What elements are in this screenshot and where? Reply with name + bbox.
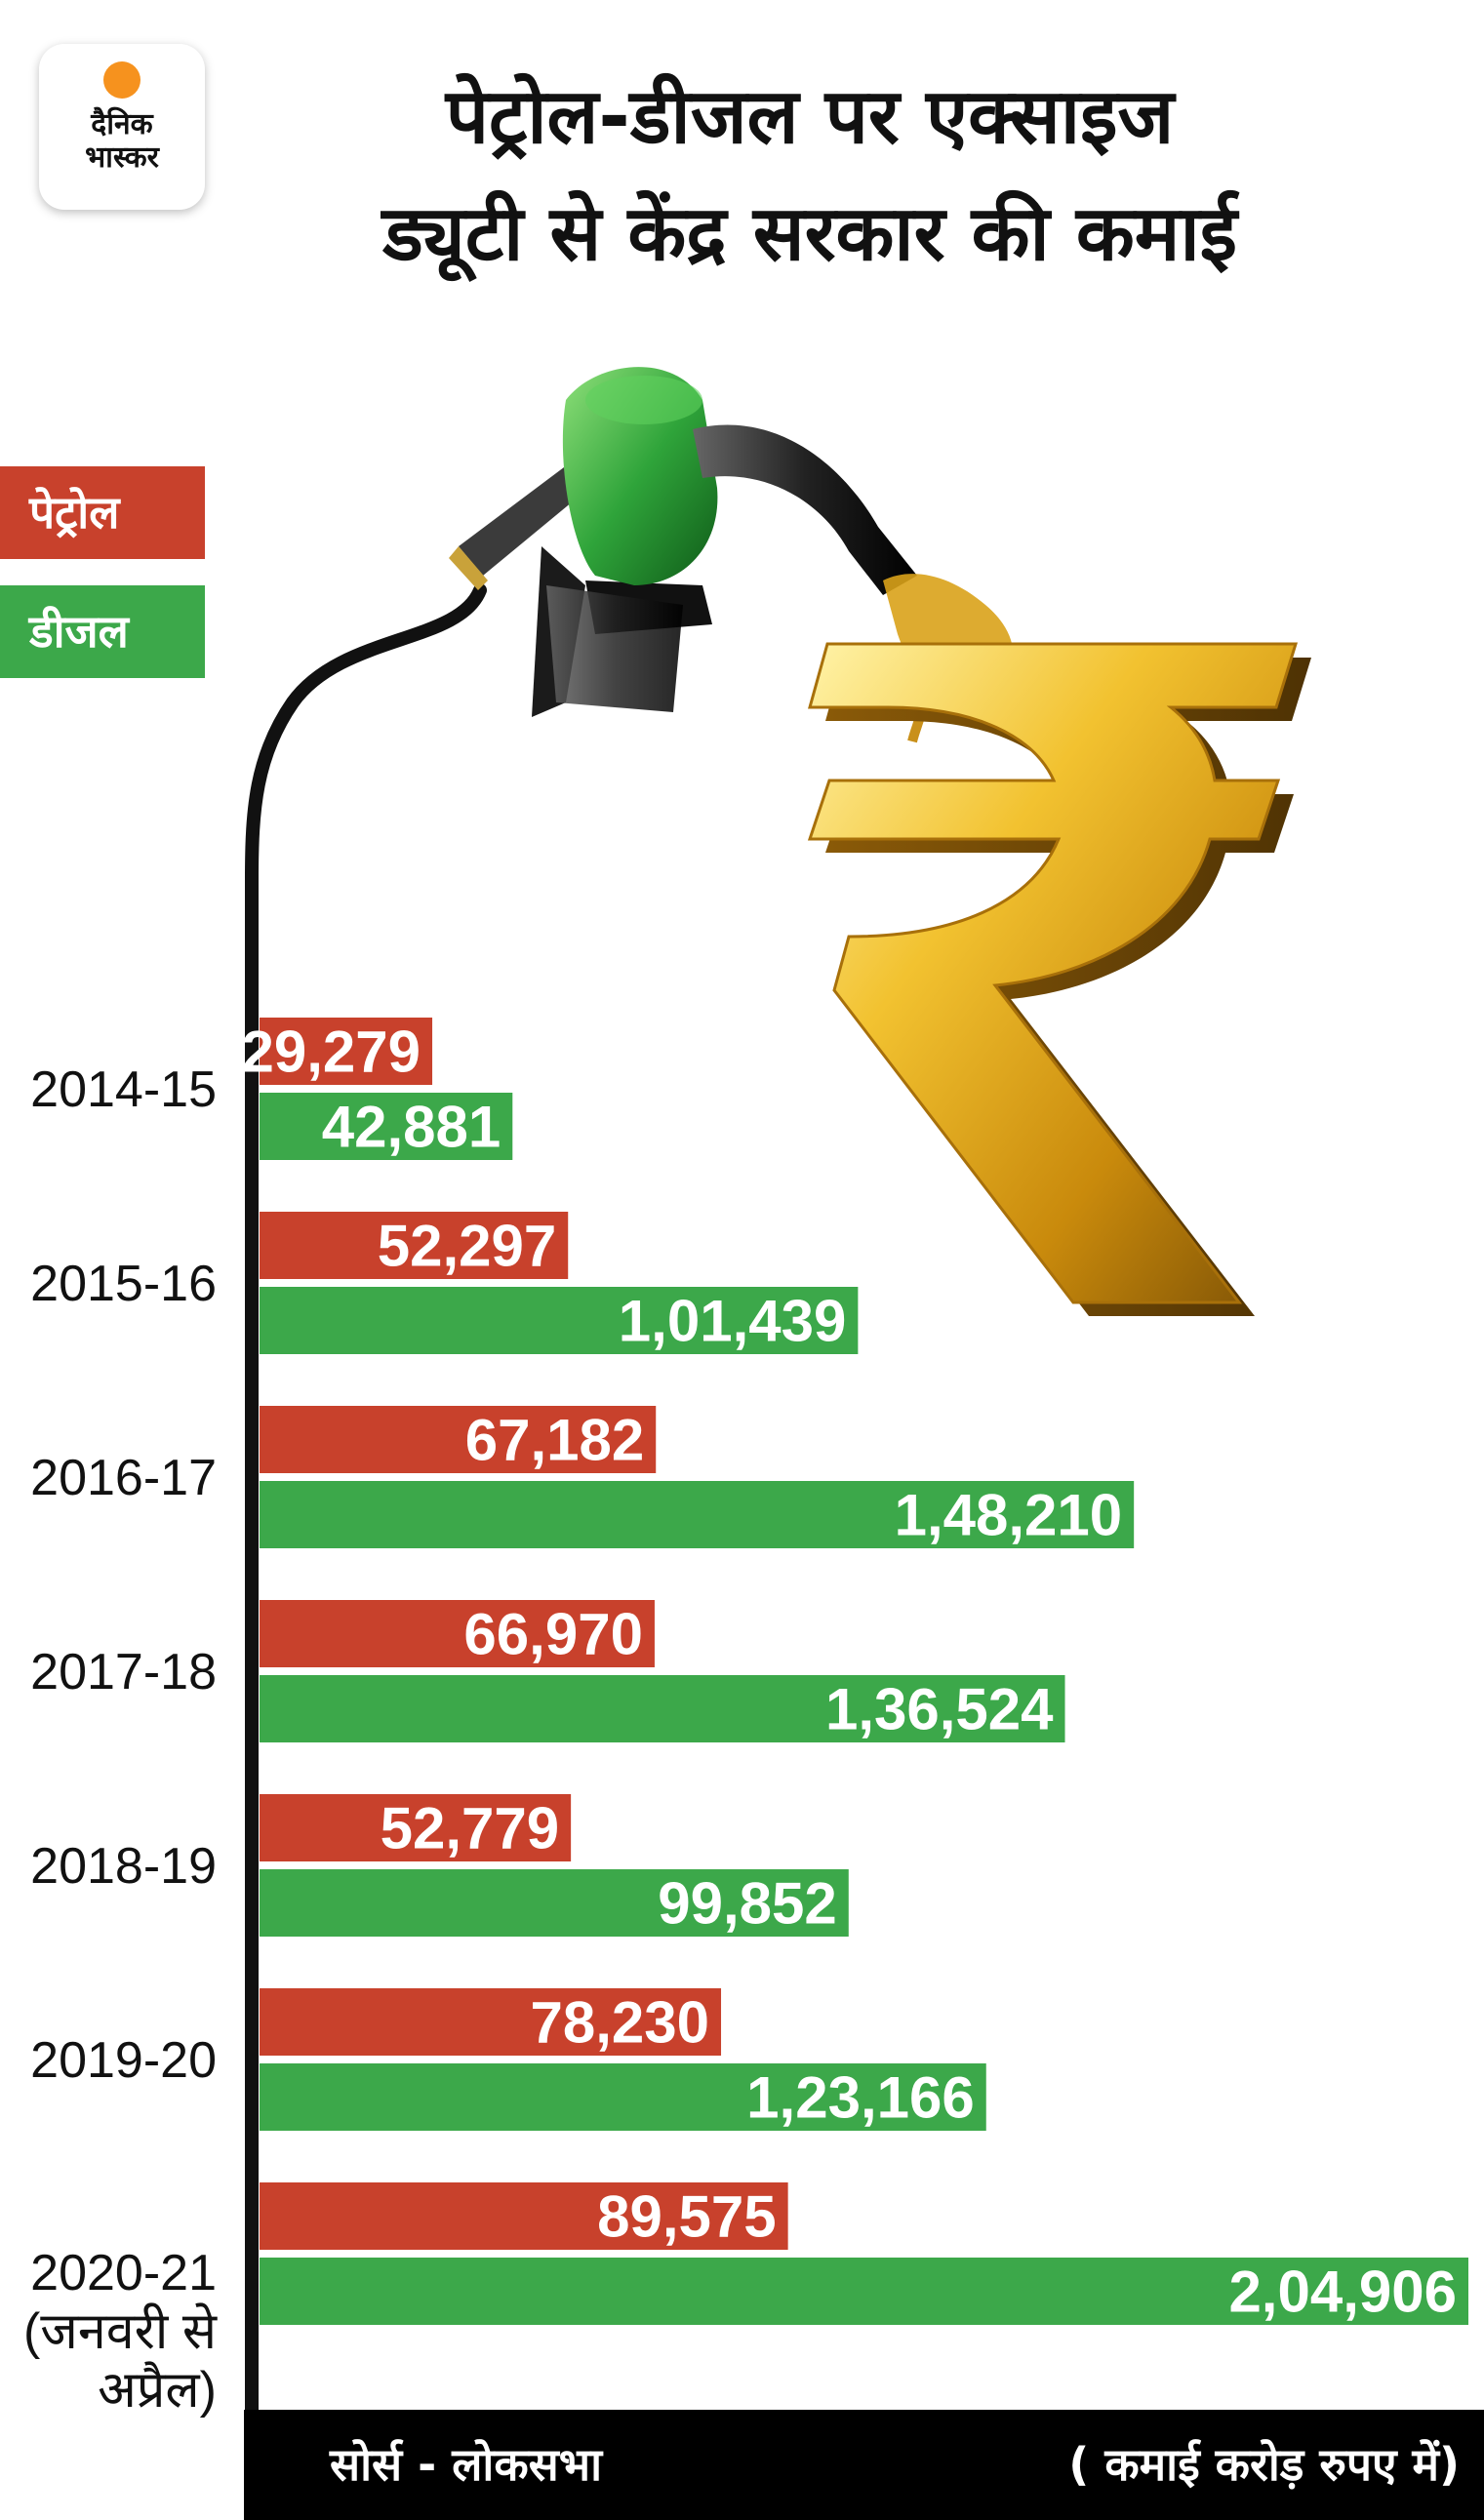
bar-diesel — [260, 1869, 849, 1937]
bar-value-label: 1,01,439 — [619, 1289, 847, 1354]
category-label: 2014-15 — [30, 1061, 217, 1118]
bar-value-label: 99,852 — [658, 1871, 837, 1937]
unit-label: ( कमाई करोड़ रुपए में) — [1068, 2438, 1460, 2491]
footer-bar: सोर्स - लोकसभा ( कमाई करोड़ रुपए में) — [244, 2410, 1484, 2520]
bar-diesel — [260, 1093, 513, 1160]
bar-petrol — [260, 1794, 572, 1861]
category-label: 2018-19 — [30, 1838, 217, 1895]
category-label: 2019-20 — [30, 2032, 217, 2089]
bar-petrol — [260, 1988, 722, 2056]
bar-petrol — [260, 1018, 433, 1085]
category-label: 2015-16 — [30, 1256, 217, 1312]
bar-diesel — [260, 1287, 859, 1354]
chart-title-line1: पेट्रोल-डीजल पर एक्साइज — [445, 73, 1175, 161]
bar-diesel — [260, 2063, 986, 2131]
category-label: 2020-21 — [30, 2245, 217, 2301]
bar-value-label: 1,36,524 — [825, 1677, 1054, 1742]
bar-value-label: 1,23,166 — [746, 2065, 975, 2131]
category-label: (जनवरी से — [23, 2302, 218, 2360]
bar-petrol — [260, 1600, 655, 1667]
bar-value-label: 2,04,906 — [1228, 2260, 1457, 2325]
bar-value-label: 78,230 — [531, 1990, 710, 2056]
fuel-hose — [245, 583, 487, 2417]
bar-value-label: 29,279 — [242, 1020, 421, 1085]
category-label: अप्रैल) — [98, 2361, 217, 2419]
bar-value-label: 1,48,210 — [895, 1483, 1123, 1548]
bar-diesel — [260, 2258, 1468, 2325]
bar-value-label: 67,182 — [465, 1408, 645, 1473]
brand-name-line1: दैनिक — [91, 107, 153, 141]
brand-name-line2: भास्कर — [85, 140, 159, 175]
bar-petrol — [260, 1406, 657, 1473]
bar-value-label: 52,297 — [378, 1214, 557, 1279]
bar-petrol — [260, 1212, 569, 1279]
bar-diesel — [260, 1481, 1135, 1548]
chart-title: पेट्रोल-डीजल पर एक्साइज ड्यूटी से केंद्र… — [234, 59, 1385, 293]
category-label: 2017-18 — [30, 1644, 217, 1700]
bar-petrol — [260, 2182, 788, 2250]
bar-diesel — [260, 1675, 1065, 1742]
chart-title-line2: ड्यूटी से केंद्र सरकार की कमाई — [382, 190, 1237, 278]
source-label: सोर्स - लोकसभा — [330, 2438, 603, 2491]
bar-value-label: 52,779 — [381, 1796, 560, 1861]
legend-diesel: डीजल — [0, 585, 205, 678]
sun-icon — [103, 61, 140, 99]
category-label: 2016-17 — [30, 1450, 217, 1506]
legend-petrol: पेट्रोल — [0, 466, 205, 559]
bar-value-label: 66,970 — [463, 1602, 643, 1667]
bar-value-label: 42,881 — [322, 1095, 501, 1160]
bar-value-label: 89,575 — [597, 2184, 777, 2250]
rupee-icon — [807, 642, 1311, 1316]
brand-logo: दैनिक भास्कर — [39, 44, 205, 210]
